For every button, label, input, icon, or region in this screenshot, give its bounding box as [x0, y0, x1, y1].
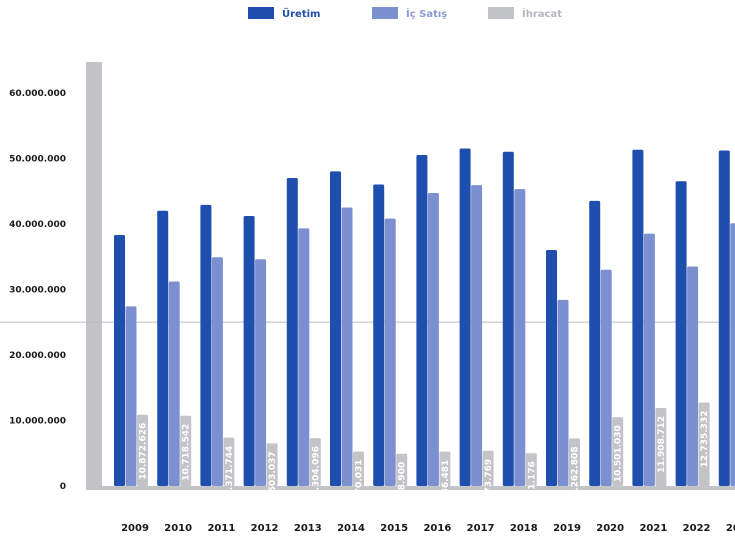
x-tick-label: 2019: [553, 523, 581, 534]
bar-1-2021: [643, 233, 655, 486]
x-tick-label: 2022: [683, 523, 711, 534]
data-label-2017: 5.373.769: [484, 459, 494, 510]
bar-0-2017: [459, 148, 471, 486]
bar-1-2010: [168, 281, 180, 486]
data-label-2016: 5.236.481: [441, 460, 451, 511]
data-label-2012: 6.503.037: [268, 451, 278, 502]
x-tick-label: 2018: [510, 523, 538, 534]
y-tick-label: 20.000.000: [9, 351, 66, 361]
bar-1-2015: [384, 218, 396, 486]
bar-0-2010: [157, 210, 169, 486]
bar-2-2014: [353, 451, 364, 486]
bar-0-2020: [589, 200, 601, 486]
data-label-2014: 5.270.031: [355, 459, 365, 510]
bar-0-2023: [718, 150, 730, 487]
data-label-2013: 7.304.096: [311, 446, 321, 497]
x-tick-label: 2023: [726, 523, 735, 534]
x-tick-label: 2012: [251, 523, 279, 534]
bar-1-2011: [211, 257, 223, 486]
y-tick-label: 10.000.000: [9, 416, 66, 426]
x-tick-label: 2014: [337, 523, 365, 534]
bar-2-2015: [396, 453, 408, 486]
x-axis-baseline: [86, 486, 735, 490]
bar-2-2018: [525, 453, 537, 486]
y-tick-label: 0: [60, 482, 66, 492]
x-tick-label: 2010: [164, 523, 192, 534]
x-tick-label: 2013: [294, 523, 322, 534]
bar-1-2009: [125, 306, 137, 486]
bar-1-2017: [471, 185, 483, 486]
data-label-2009: 10.872.626: [139, 423, 149, 480]
bar-2-2019: [569, 438, 580, 486]
bar-1-2019: [557, 299, 569, 486]
x-tick-label: 2017: [467, 523, 495, 534]
bar-2-2012: [266, 443, 278, 486]
bar-0-2022: [675, 181, 687, 486]
bar-2-2010: [180, 415, 192, 486]
data-label-2010: 10.718.542: [182, 424, 192, 481]
legend-swatch-2: [488, 7, 514, 19]
y-tick-label: 60.000.000: [9, 89, 66, 99]
data-label-2019: 7.262.808: [571, 446, 581, 497]
bar-1-2012: [255, 259, 267, 486]
bar-0-2012: [243, 215, 255, 486]
y-tick-label: 30.000.000: [9, 285, 66, 295]
axes: 0 10.000.000 20.000.000 30.000.000 40.000.00…: [0, 62, 735, 534]
data-label-2011: 7.371.744: [225, 446, 235, 497]
bar-2-2020: [612, 417, 624, 486]
bar-0-2011: [200, 204, 212, 486]
bar-0-2016: [416, 155, 428, 486]
bar-1-2018: [514, 189, 526, 486]
bar-0-2009: [114, 234, 125, 486]
data-labels: 10.872.626 10.718.542 7.371.744 6.503.037 7.…: [139, 411, 711, 513]
x-tick-label: 2016: [423, 523, 451, 534]
bar-1-2013: [298, 228, 310, 487]
bar-0-2015: [373, 184, 385, 486]
data-label-2018: 5.001.176: [527, 461, 537, 512]
bar-2-2011: [223, 437, 235, 486]
bar-1-2022: [687, 266, 699, 486]
bar-0-2013: [286, 177, 298, 486]
data-label-2020: 10.501.030: [614, 425, 624, 482]
bar-2-2017: [482, 450, 494, 486]
bar-2-2022: [698, 402, 710, 486]
y-tick-label: 40.000.000: [9, 220, 66, 230]
legend-label-1: İç Satış: [406, 6, 447, 20]
data-label-2015: 4.918.900: [398, 462, 408, 513]
legend-swatch-0: [248, 7, 274, 19]
data-label-2022: 12.735.332: [700, 411, 710, 468]
x-tick-label: 2009: [121, 523, 149, 534]
y-tick-label: 50.000.000: [9, 154, 66, 164]
bar-1-2016: [427, 193, 439, 486]
legend-label-0: Üretim: [282, 6, 320, 20]
legend-swatch-1: [372, 7, 398, 19]
bar-1-2020: [600, 269, 612, 486]
x-tick-label: 2011: [207, 523, 235, 534]
bar-2-2021: [655, 407, 667, 486]
bar-2-2013: [309, 438, 321, 486]
bar-0-2021: [632, 149, 644, 486]
bar-0-2018: [502, 151, 514, 486]
data-label-2021: 11.908.712: [657, 416, 667, 473]
legend: Üretim İç Satış İhracat: [248, 6, 562, 20]
bar-1-2023: [730, 223, 735, 486]
bars: [114, 148, 735, 487]
bar-0-2019: [546, 250, 557, 486]
bar-1-2014: [341, 207, 353, 486]
y-axis-bar: [86, 62, 102, 486]
x-tick-label: 2021: [639, 523, 667, 534]
x-tick-label: 2020: [596, 523, 624, 534]
bar-2-2016: [439, 451, 451, 486]
legend-label-2: İhracat: [522, 6, 562, 20]
bar-0-2014: [330, 171, 341, 486]
x-tick-label: 2015: [380, 523, 408, 534]
bar-2-2009: [137, 414, 148, 486]
